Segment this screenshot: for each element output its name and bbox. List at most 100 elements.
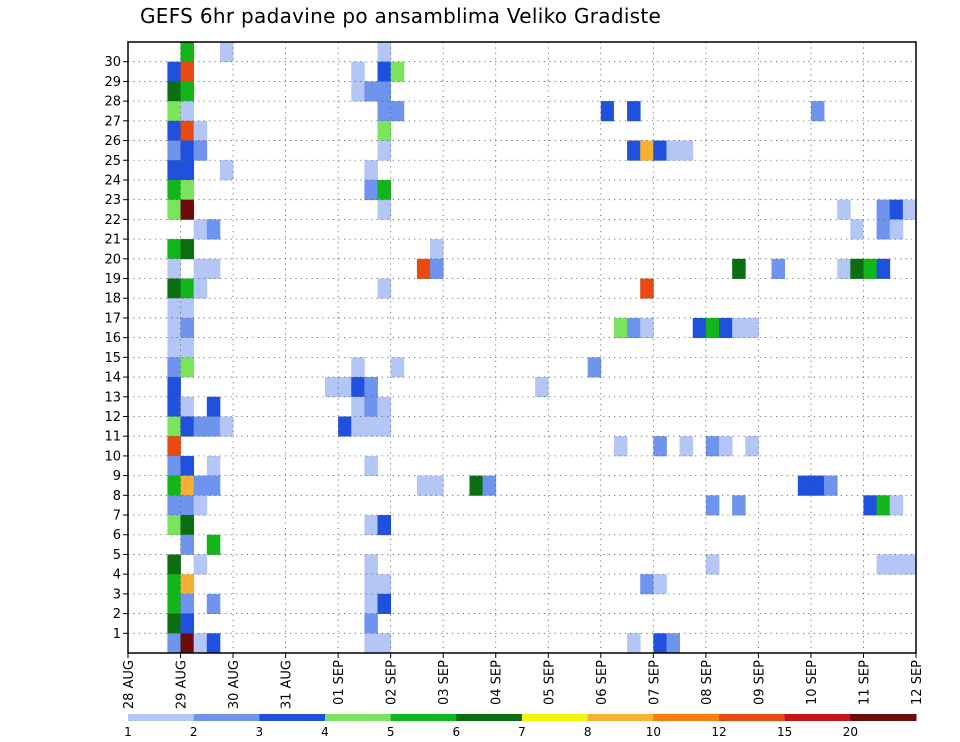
- legend-swatch: [653, 714, 720, 721]
- heatmap-cell: [167, 357, 181, 378]
- heatmap-cell: [364, 633, 378, 654]
- x-tick-label: 05 SEP: [542, 660, 557, 705]
- heatmap-cell: [206, 633, 221, 654]
- y-tick-label: 14: [104, 371, 121, 386]
- heatmap-cell: [482, 475, 497, 496]
- y-tick-label: 7: [113, 509, 121, 524]
- heatmap-cell: [206, 396, 221, 417]
- y-tick-label: 30: [104, 55, 121, 70]
- heatmap-cell: [167, 633, 181, 654]
- y-tick-label: 12: [104, 410, 121, 425]
- heatmap-cell: [364, 396, 378, 417]
- heatmap-cell: [338, 377, 352, 398]
- heatmap-cell: [180, 298, 195, 319]
- heatmap-cell: [653, 633, 667, 654]
- heatmap-cell: [889, 554, 904, 575]
- y-tick-label: 6: [113, 528, 121, 543]
- heatmap-cell: [180, 416, 195, 437]
- heatmap-cell: [167, 140, 181, 161]
- legend-label: 15: [777, 725, 792, 739]
- x-tick-label: 11 SEP: [857, 660, 872, 705]
- y-tick-label: 15: [104, 351, 121, 366]
- y-tick-label: 23: [104, 193, 121, 208]
- heatmap-cell: [600, 101, 615, 122]
- heatmap-cell: [167, 416, 181, 437]
- legend-label: 7: [518, 725, 526, 739]
- heatmap-cell: [640, 574, 654, 595]
- heatmap-cell: [390, 101, 405, 122]
- heatmap-cell: [167, 574, 181, 595]
- y-tick-label: 4: [113, 568, 121, 583]
- y-tick-label: 29: [104, 75, 121, 90]
- heatmap-cell: [377, 278, 392, 299]
- heatmap-cell: [167, 593, 181, 614]
- heatmap-cell: [837, 199, 851, 220]
- heatmap-cell: [180, 396, 195, 417]
- heatmap-cell: [219, 416, 234, 437]
- x-tick-label: 30 AUG: [227, 660, 242, 709]
- heatmap-cell: [469, 475, 483, 496]
- x-tick-label: 10 SEP: [805, 660, 820, 705]
- y-axis: 1234567891011121314151617181920212223242…: [104, 55, 128, 642]
- y-tick-label: 8: [113, 489, 121, 504]
- legend-swatch: [325, 714, 392, 721]
- heatmap-cell: [219, 160, 234, 181]
- legend-swatch: [587, 714, 654, 721]
- heatmap-cell: [364, 160, 378, 181]
- heatmap-cell: [377, 515, 392, 536]
- heatmap-cell: [705, 495, 720, 516]
- heatmap-cell: [193, 475, 208, 496]
- heatmap-cell: [180, 593, 195, 614]
- heatmap-cell: [180, 515, 195, 536]
- heatmap-cell: [902, 199, 917, 220]
- x-tick-label: 28 AUG: [122, 660, 137, 709]
- heatmap-cell: [587, 357, 602, 378]
- heatmap-cell: [180, 179, 195, 201]
- legend-label: 20: [843, 725, 858, 739]
- y-tick-label: 18: [104, 292, 121, 307]
- heatmap-cell: [364, 81, 378, 102]
- heatmap-cell: [351, 377, 365, 398]
- y-tick-label: 5: [113, 548, 121, 563]
- plot-frame: [127, 41, 917, 654]
- heatmap-cell: [167, 179, 181, 201]
- heatmap-cell: [180, 101, 195, 122]
- y-tick-label: 21: [104, 233, 121, 248]
- legend-swatch: [784, 714, 851, 721]
- heatmap-cell: [364, 593, 378, 614]
- heatmap-cell: [377, 416, 392, 437]
- x-axis: 28 AUG 29 AUG 30 AUG 31 AUG 01 SEP 02 SEP 03 S…: [122, 653, 925, 709]
- heatmap-cell: [180, 317, 195, 339]
- legend-label: 8: [584, 725, 592, 739]
- heatmap-cell: [167, 396, 181, 417]
- heatmap-cell: [850, 258, 864, 279]
- y-tick-label: 25: [104, 154, 121, 169]
- legend-swatch: [719, 714, 786, 721]
- heatmap-cell: [364, 613, 378, 634]
- legend-label: 3: [256, 725, 264, 739]
- heatmap-cell: [206, 475, 221, 496]
- heatmap-cell: [364, 179, 378, 201]
- heatmap-cell: [705, 317, 720, 339]
- heatmap-cell: [193, 140, 208, 161]
- heatmap-cell: [351, 416, 365, 437]
- heatmap-cell: [193, 120, 208, 141]
- y-tick-label: 28: [104, 95, 121, 110]
- heatmap-cell: [364, 574, 378, 595]
- legend-swatch: [850, 714, 917, 721]
- heatmap-cell: [351, 396, 365, 417]
- x-tick-label: 29 AUG: [175, 660, 190, 709]
- heatmap-cell: [902, 554, 917, 575]
- heatmap-cell: [193, 278, 208, 299]
- heatmap-cell: [810, 101, 825, 122]
- heatmap-cell: [797, 475, 812, 496]
- heatmap-cell: [732, 258, 746, 279]
- heatmap-cell: [719, 317, 733, 339]
- heatmap-cell: [167, 199, 181, 220]
- heatmap-cell: [640, 278, 654, 299]
- heatmap-cell: [876, 219, 891, 240]
- heatmap-cell: [364, 554, 378, 575]
- heatmap-cell: [535, 377, 549, 398]
- x-tick-label: 03 SEP: [437, 660, 452, 705]
- heatmap-cell: [732, 317, 746, 339]
